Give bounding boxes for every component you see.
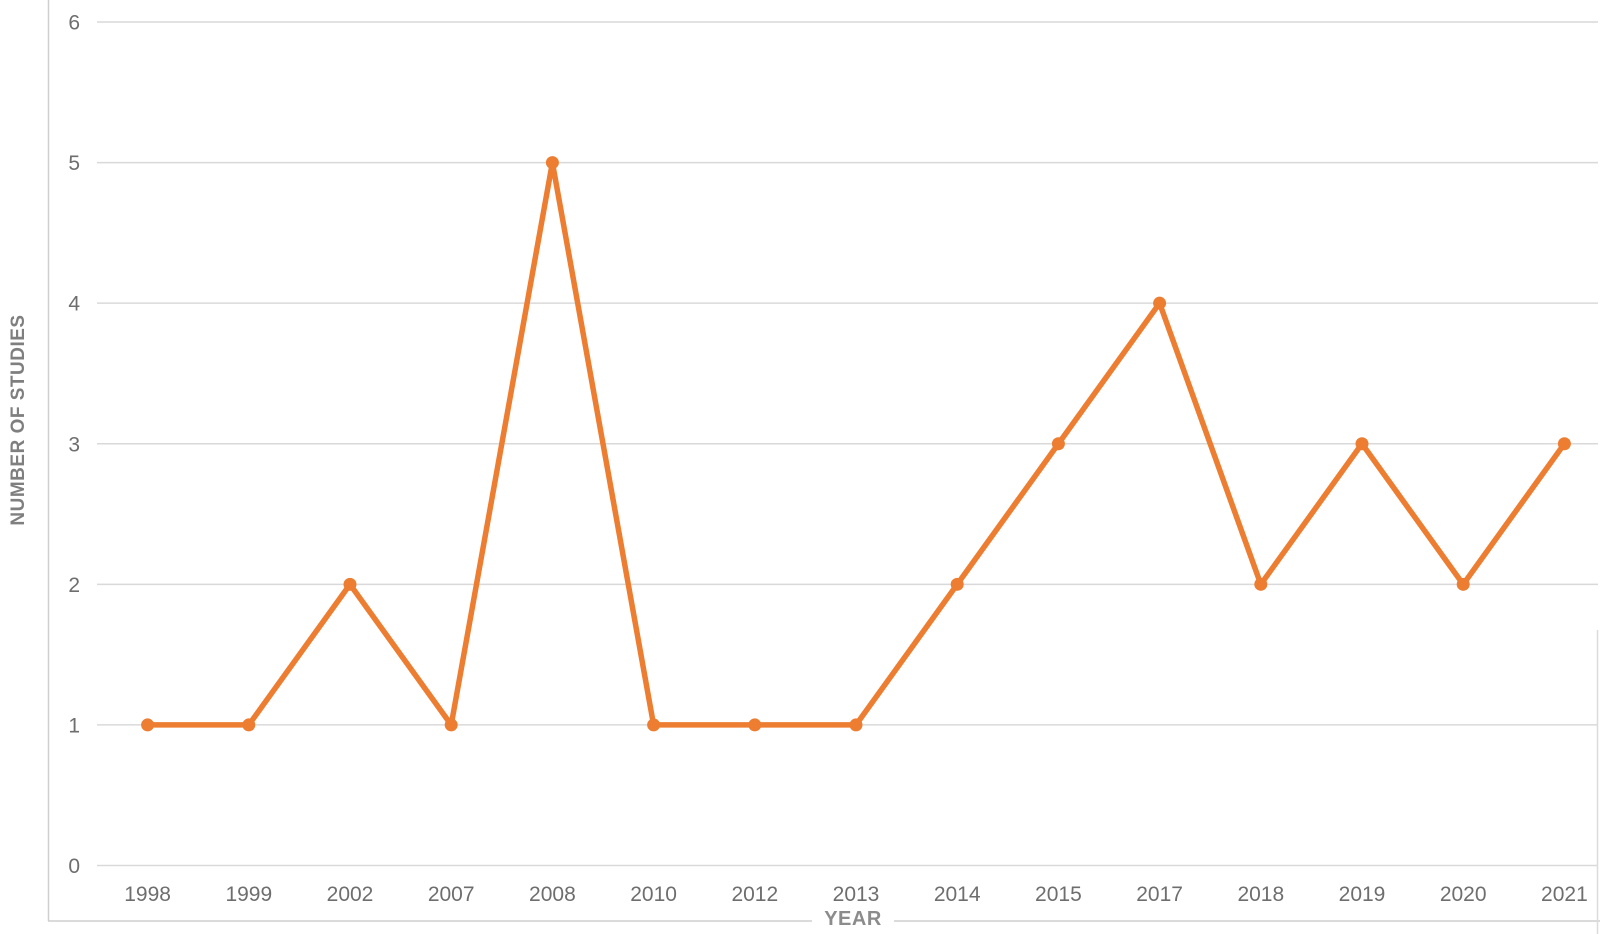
x-axis-title: YEAR [824, 908, 882, 930]
data-point-marker [1355, 437, 1369, 451]
y-tick-label: 2 [68, 574, 80, 597]
data-point-marker [141, 718, 155, 732]
data-point-marker [545, 156, 559, 170]
x-tick-label: 2020 [1440, 883, 1487, 906]
x-tick-label: 1999 [225, 883, 272, 906]
series-group [141, 156, 1571, 732]
x-tick-label: 2012 [731, 883, 778, 906]
data-point-marker [849, 718, 863, 732]
x-tick-label: 1998 [124, 883, 171, 906]
y-tick-label: 0 [68, 855, 80, 878]
x-tick-label: 2021 [1541, 883, 1588, 906]
data-point-marker [748, 718, 762, 732]
x-tick-label: 2013 [833, 883, 880, 906]
x-tick-label: 2019 [1339, 883, 1386, 906]
x-axis-title-group: YEAR [812, 903, 894, 933]
axis-borders-group [47, 0, 1600, 934]
y-axis-title: NUMBER OF STUDIES [8, 314, 29, 525]
data-point-marker [444, 718, 458, 732]
data-point-marker [1557, 437, 1571, 451]
x-tick-label: 2014 [934, 883, 981, 906]
x-tick-label: 2015 [1035, 883, 1082, 906]
tick-labels-group: 0 1 2 3 4 5 6 1998 1999 2002 2007 2008 2010 2012 2013 2… [68, 12, 1587, 907]
x-tick-label: 2008 [529, 883, 576, 906]
x-tick-label: 2018 [1237, 883, 1284, 906]
y-tick-label: 4 [68, 293, 80, 316]
x-tick-label: 2010 [630, 883, 677, 906]
data-point-marker [1254, 577, 1268, 591]
y-tick-label: 3 [68, 433, 80, 456]
data-point-marker [242, 718, 256, 732]
data-point-marker [647, 718, 661, 732]
x-tick-label: 2017 [1136, 883, 1183, 906]
x-tick-label: 2002 [327, 883, 374, 906]
data-point-marker [1153, 296, 1167, 310]
gridlines-group [97, 21, 1598, 867]
y-tick-label: 6 [68, 12, 80, 35]
x-tick-label: 2007 [428, 883, 475, 906]
data-point-marker [1051, 437, 1065, 451]
data-point-marker [1456, 577, 1470, 591]
data-point-marker [950, 577, 964, 591]
y-tick-label: 1 [68, 714, 80, 737]
x-axis-title-backing [812, 903, 894, 933]
data-point-marker [343, 577, 357, 591]
y-tick-label: 5 [68, 152, 80, 175]
